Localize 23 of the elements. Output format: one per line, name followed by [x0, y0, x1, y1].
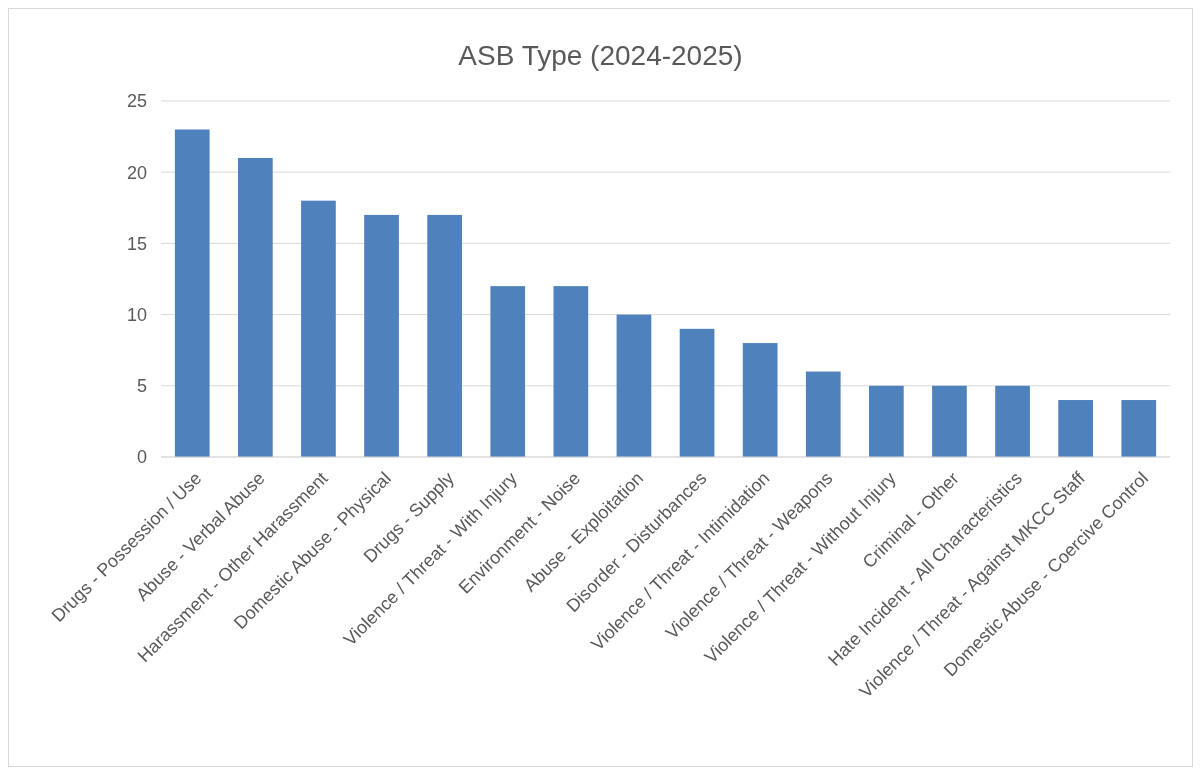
bar — [742, 343, 778, 457]
y-tick-label: 0 — [136, 447, 147, 468]
bar — [805, 371, 841, 457]
y-tick-label: 10 — [126, 304, 147, 325]
bar — [174, 129, 210, 457]
bar — [364, 214, 399, 457]
bar — [932, 385, 967, 457]
bar — [995, 385, 1030, 457]
chart-title: ASB Type (2024-2025) — [458, 40, 743, 71]
bar — [553, 286, 589, 457]
bar — [1058, 400, 1094, 457]
y-tick-label: 5 — [136, 376, 147, 397]
bar — [616, 314, 652, 457]
bar — [1121, 400, 1157, 457]
bar — [869, 385, 904, 457]
bar — [301, 200, 336, 457]
bar — [490, 286, 526, 457]
bar — [237, 157, 273, 457]
bar — [427, 214, 462, 457]
y-tick-label: 25 — [126, 91, 147, 112]
y-tick-label: 15 — [126, 233, 147, 254]
y-tick-label: 20 — [126, 162, 147, 183]
bar — [679, 328, 715, 457]
